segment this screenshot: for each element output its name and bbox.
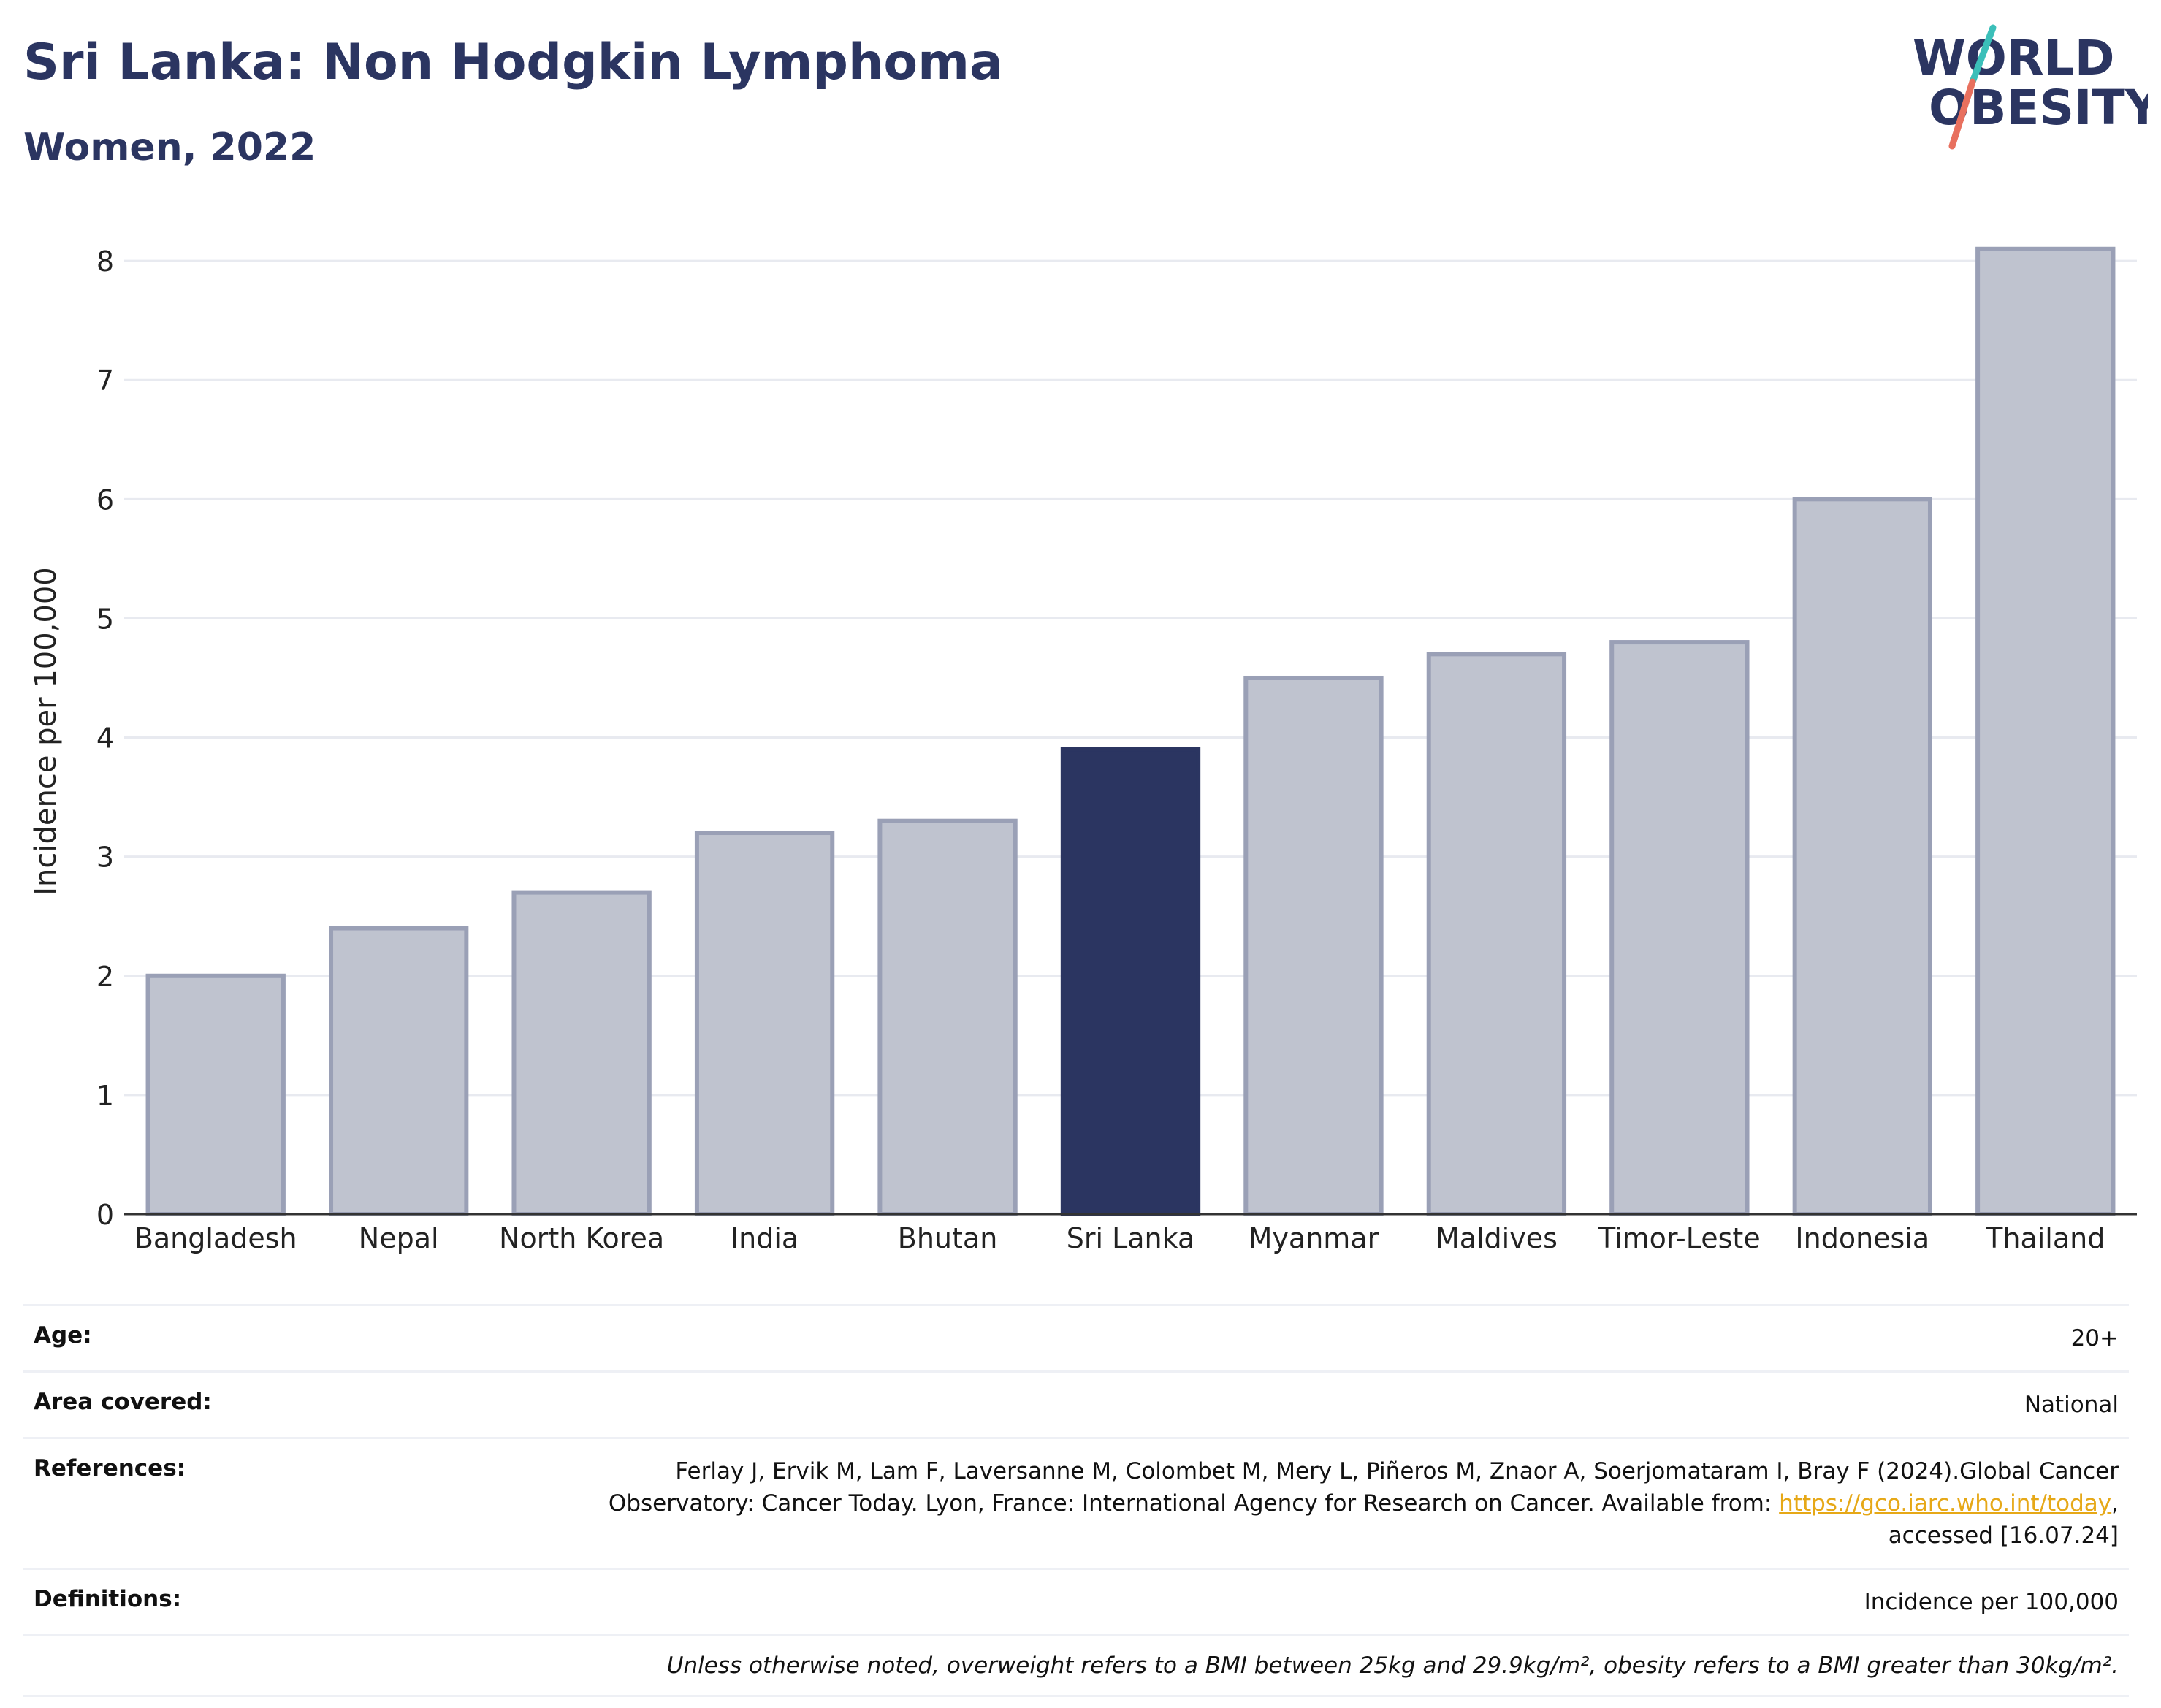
bar-thailand: [1975, 246, 2116, 1216]
references-value: Ferlay J, Ervik M, Lam F, Laversanne M, …: [609, 1455, 2119, 1552]
bar-myanmar: [1243, 675, 1384, 1216]
y-tick-label: 0: [96, 1199, 114, 1231]
x-tick-label: Maldives: [1436, 1222, 1558, 1254]
chart-subtitle: Women, 2022: [23, 126, 316, 169]
definitions-label: Definitions:: [34, 1586, 182, 1612]
meta-row-definitions: Definitions: Incidence per 100,000: [23, 1568, 2129, 1634]
x-tick-label: Bangladesh: [134, 1222, 297, 1254]
bar-indonesia: [1792, 497, 1932, 1216]
bar-bangladesh: [145, 973, 286, 1216]
bar-north-korea: [511, 890, 652, 1217]
bar-bhutan: [877, 818, 1018, 1216]
bars: [145, 246, 2116, 1217]
y-tick-label: 7: [96, 365, 114, 397]
age-label: Age:: [34, 1322, 92, 1349]
meta-row-note: Unless otherwise noted, overweight refer…: [23, 1634, 2129, 1697]
y-tick-label: 5: [96, 603, 114, 635]
y-tick-label: 1: [96, 1080, 114, 1112]
bar-timor-leste: [1609, 640, 1750, 1216]
y-axis-label: Incidence per 100,000: [29, 567, 63, 896]
definitions-value: Incidence per 100,000: [1864, 1589, 2119, 1615]
meta-row-area: Area covered: National: [23, 1370, 2129, 1437]
bar-nepal: [329, 926, 469, 1216]
references-text-3: ,: [2111, 1490, 2119, 1517]
y-tick-label: 4: [96, 723, 114, 755]
x-tick-label: Bhutan: [898, 1222, 998, 1254]
area-value: National: [2024, 1392, 2119, 1418]
meta-row-references: References: Ferlay J, Ervik M, Lam F, La…: [23, 1437, 2129, 1568]
x-tick-label: India: [731, 1222, 799, 1254]
y-tick-label: 2: [96, 961, 114, 993]
bar-india: [694, 831, 835, 1216]
x-tick-label: Sri Lanka: [1067, 1222, 1195, 1254]
x-tick-label: Timor-Leste: [1598, 1222, 1761, 1254]
bar-sri-lanka: [1060, 747, 1201, 1216]
references-text-1: Ferlay J, Ervik M, Lam F, Laversanne M, …: [675, 1458, 2119, 1484]
obesity-definition-note: Unless otherwise noted, overweight refer…: [666, 1652, 2119, 1679]
logo-slash-bottom: [1948, 78, 1976, 150]
y-tick-label: 8: [96, 245, 114, 278]
bar-chart: 0 1 2 3 4 5 6 7 8 Bangladesh Nepal North Korea India…: [29, 245, 2137, 1254]
references-label: References:: [34, 1455, 186, 1482]
references-text-2: Observatory: Cancer Today. Lyon, France:…: [608, 1490, 1780, 1517]
y-tick-label: 3: [96, 842, 114, 874]
age-value: 20+: [2070, 1325, 2119, 1351]
x-tick-label: North Korea: [499, 1222, 664, 1254]
bar-maldives: [1426, 652, 1567, 1216]
logo-text-world: WORLD: [1913, 30, 2115, 86]
area-label: Area covered:: [34, 1389, 212, 1415]
x-tick-label: Thailand: [1985, 1222, 2105, 1254]
metadata-table: Age: 20+ Area covered: National Referenc…: [23, 1304, 2129, 1697]
y-tick-label: 6: [96, 484, 114, 516]
x-tick-label: Myanmar: [1249, 1222, 1379, 1254]
chart-title: Sri Lanka: Non Hodgkin Lymphoma: [23, 34, 1003, 91]
logo-slash-top: [1969, 24, 1997, 85]
x-tick-label: Nepal: [359, 1222, 439, 1254]
references-link[interactable]: https://gco.iarc.who.int/today: [1779, 1490, 2112, 1517]
axes: 0 1 2 3 4 5 6 7 8 Bangladesh Nepal North Korea India…: [96, 245, 2137, 1254]
references-text-4: accessed [16.07.24]: [1888, 1522, 2119, 1549]
x-tick-label: Indonesia: [1795, 1222, 1929, 1254]
meta-row-age: Age: 20+: [23, 1304, 2129, 1370]
world-obesity-logo: WORLD OBESITY: [1913, 24, 2148, 150]
